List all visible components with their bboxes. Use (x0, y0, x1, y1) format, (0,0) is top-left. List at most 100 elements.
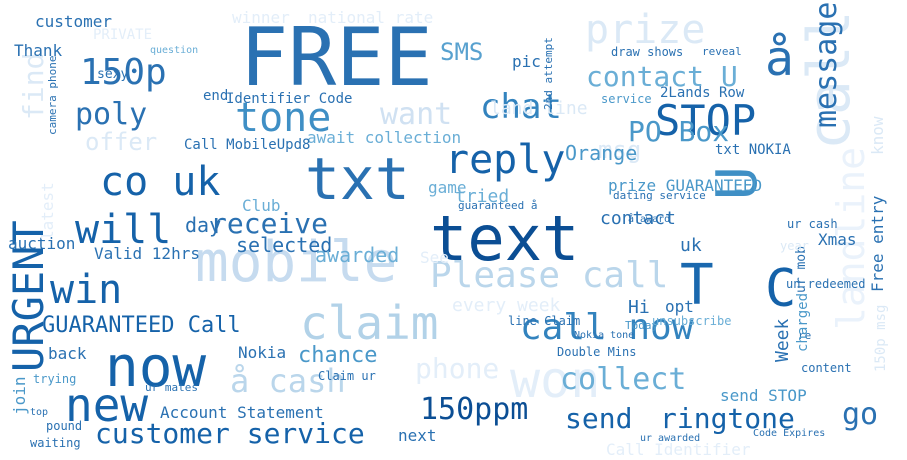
cloud-word: day (185, 213, 222, 237)
cloud-word: will (75, 207, 172, 253)
cloud-word: unsubscribe (652, 314, 732, 328)
cloud-word: txt (305, 145, 410, 213)
cloud-word: receive (210, 207, 329, 240)
cloud-word: back (48, 344, 87, 363)
cloud-word: opt (665, 297, 694, 316)
cloud-word: txt NOKIA (715, 142, 791, 158)
cloud-word: want (380, 97, 453, 132)
cloud-word: Today (625, 319, 659, 332)
cloud-word: phone (415, 352, 500, 385)
cloud-word: Call Identifier (606, 440, 751, 459)
cloud-word: customer service (95, 417, 365, 450)
cloud-word: guaranteed å (458, 199, 538, 212)
cloud-word: go (842, 397, 879, 432)
cloud-word: SMS (440, 38, 484, 66)
cloud-word: Xmas (818, 230, 857, 249)
cloud-word: GUARANTEED Call (42, 313, 241, 338)
cloud-word: contact (600, 208, 676, 229)
cloud-word: win (50, 267, 123, 313)
cloud-word: re (798, 329, 812, 342)
cloud-word: end (203, 88, 229, 104)
cloud-word: å cash (230, 362, 346, 400)
cloud-word: land line (490, 98, 588, 119)
cloud-word: Please call (430, 255, 669, 296)
cloud-word: pound (46, 419, 83, 433)
cloud-word: dating service (613, 189, 706, 202)
cloud-word: 150p (80, 52, 167, 93)
cloud-word: content (801, 361, 852, 375)
cloud-word: 150ppm (420, 392, 529, 427)
cloud-word: C (765, 259, 797, 319)
cloud-word: reply (445, 137, 566, 183)
cloud-word: reveal (702, 45, 742, 58)
cloud-word: ur mates (145, 381, 198, 394)
cloud-word: sexy (97, 67, 129, 82)
cloud-word: T (680, 253, 714, 318)
cloud-word: å (765, 31, 794, 87)
cloud-word: trying (33, 372, 77, 386)
cloud-word: chat (480, 87, 562, 127)
cloud-word: camera phone (46, 55, 59, 135)
cloud-word: every week (452, 295, 561, 316)
cloud-word: charged (795, 292, 811, 352)
cloud-word: Club (242, 196, 281, 215)
cloud-word: won (510, 351, 601, 409)
cloud-word: Identifier Code (226, 91, 353, 107)
cloud-word: call now (520, 307, 694, 348)
cloud-word: collect (560, 362, 687, 397)
cloud-word: msg (598, 136, 642, 164)
cloud-word: uk (680, 235, 702, 256)
cloud-word: Hi (628, 297, 650, 318)
cloud-word: ringtone (660, 402, 795, 435)
cloud-word: national rate (308, 8, 434, 27)
cloud-word: latest (38, 182, 57, 240)
cloud-word: game (428, 178, 467, 197)
cloud-word: co uk (100, 159, 221, 205)
cloud-word: Double Mins (557, 345, 637, 359)
cloud-word: Week (772, 318, 793, 362)
cloud-word: text (430, 202, 580, 275)
cloud-word: chance (298, 343, 378, 368)
cloud-word: offer (85, 128, 158, 156)
cloud-word: waiting (30, 436, 81, 450)
cloud-word: winner (232, 8, 290, 27)
cloud-word: claim (300, 296, 439, 350)
cloud-word: See (420, 248, 449, 267)
cloud-word: Code Expires (753, 428, 826, 439)
cloud-word: Orange (565, 141, 638, 165)
cloud-word: selected (236, 233, 333, 257)
cloud-word: STOP (655, 96, 757, 145)
cloud-word: new (65, 378, 149, 432)
cloud-word: ur awarded (640, 433, 701, 444)
cloud-word: contact U (586, 60, 738, 93)
cloud-word: send (565, 402, 633, 435)
cloud-word: pic (512, 52, 541, 71)
cloud-word: prize (585, 7, 706, 53)
cloud-word: PRIVATE (93, 27, 153, 43)
cloud-word: Valid 12hrs (94, 244, 200, 263)
cloud-word: prize GUARANTEED (608, 176, 763, 195)
cloud-word: draw shows (611, 45, 684, 59)
cloud-word: message (809, 2, 844, 129)
cloud-word: know (868, 116, 887, 155)
cloud-word: service (601, 92, 652, 106)
cloud-word: un redeemed (786, 277, 866, 291)
cloud-word: Nokia (238, 343, 287, 362)
cloud-word: poly (75, 97, 148, 132)
cloud-word: await collection (307, 128, 462, 147)
cloud-word: FREE (240, 11, 433, 104)
cloud-word: 2nd attempt (542, 37, 555, 110)
cloud-word: Thank (14, 41, 63, 60)
cloud-word: tried (455, 186, 510, 207)
cloud-word: next (398, 426, 437, 445)
cloud-word: awarded (315, 243, 400, 267)
cloud-word: auction (8, 234, 76, 253)
cloud-word: å award (628, 214, 671, 225)
cloud-word: now (105, 335, 207, 400)
cloud-word: Call MobileUpd8 (184, 137, 311, 153)
cloud-word: question (150, 45, 199, 56)
cloud-word: join (10, 376, 29, 415)
cloud-word: send STOP (720, 386, 807, 405)
cloud-word: PO Box (628, 115, 730, 148)
